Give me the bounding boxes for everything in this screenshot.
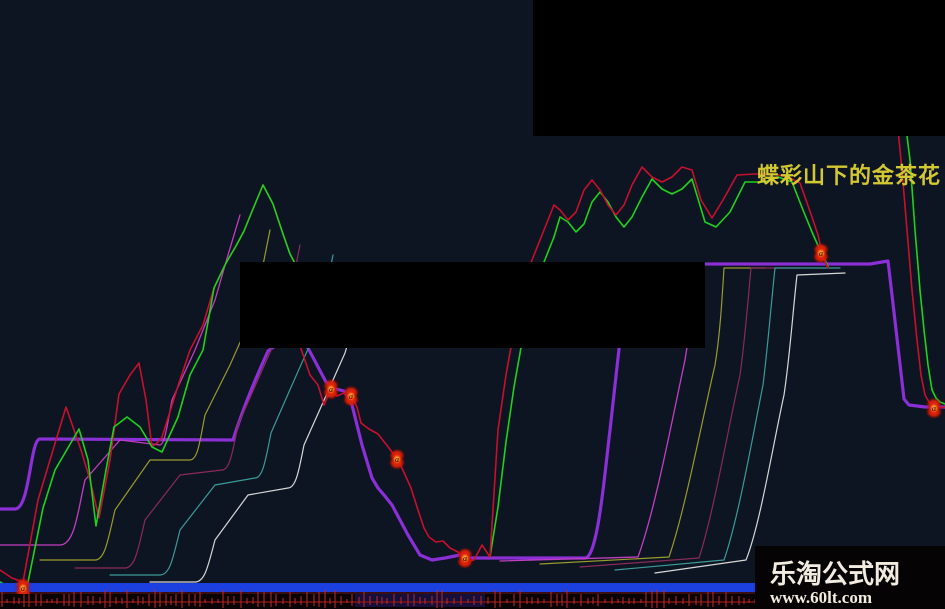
svg-text:乐淘公式网: 乐淘公式网 (770, 559, 900, 589)
svg-text:www.60lt.com: www.60lt.com (770, 588, 872, 607)
svg-text:蝶彩山下的金茶花: 蝶彩山下的金茶花 (757, 163, 941, 188)
